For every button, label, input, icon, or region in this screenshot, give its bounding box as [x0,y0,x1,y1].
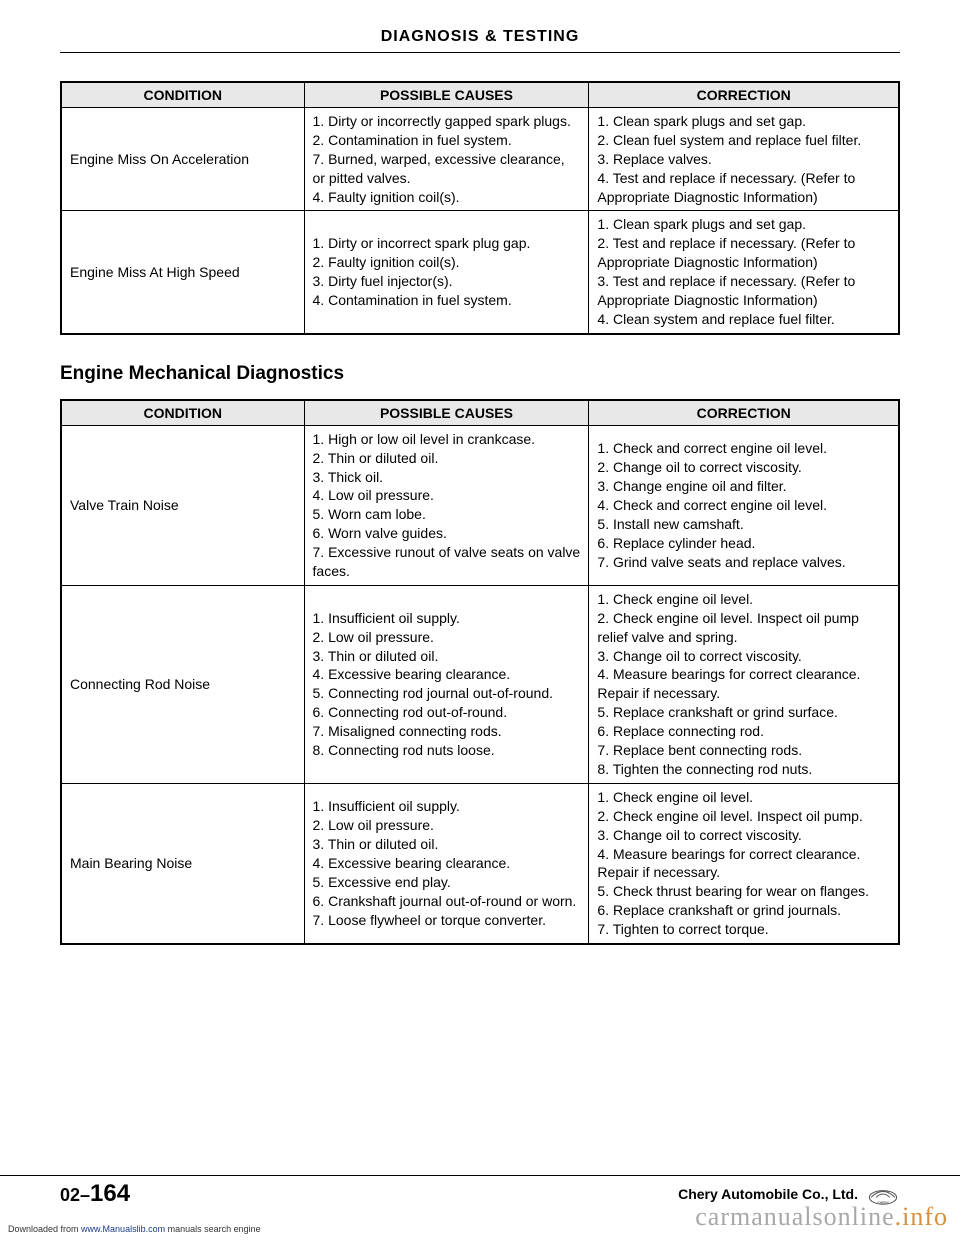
t2-col-causes: POSSIBLE CAUSES [304,400,589,426]
t2-col-condition: CONDITION [61,400,304,426]
table-row: Engine Miss On Acceleration 1. Dirty or … [61,108,899,211]
t1-col-causes: POSSIBLE CAUSES [304,82,589,108]
page-number: 02–164 [60,1180,130,1208]
t2-r0-condition: Valve Train Noise [61,425,304,585]
t1-col-correction: CORRECTION [589,82,899,108]
diagnosis-table-1: CONDITION POSSIBLE CAUSES CORRECTION Eng… [60,81,900,335]
note-suffix: manuals search engine [165,1224,261,1234]
table-row: Valve Train Noise 1. High or low oil lev… [61,425,899,585]
t1-r1-causes: 1. Dirty or incorrect spark plug gap.2. … [304,211,589,334]
manualslib-link[interactable]: www.Manualslib.com [81,1224,165,1234]
diagnosis-table-2: CONDITION POSSIBLE CAUSES CORRECTION Val… [60,399,900,945]
t2-r1-correction: 1. Check engine oil level.2. Check engin… [589,585,899,783]
t2-r2-causes: 1. Insufficient oil supply.2. Low oil pr… [304,783,589,944]
t2-r2-correction: 1. Check engine oil level.2. Check engin… [589,783,899,944]
t2-col-correction: CORRECTION [589,400,899,426]
t1-r0-causes: 1. Dirty or incorrectly gapped spark plu… [304,108,589,211]
page-prefix: 02– [60,1185,90,1205]
section-heading-2: Engine Mechanical Diagnostics [60,363,900,385]
download-note: Downloaded from www.Manualslib.com manua… [8,1224,261,1234]
t2-r2-condition: Main Bearing Noise [61,783,304,944]
watermark-orange: .info [895,1202,948,1231]
table-row: Main Bearing Noise 1. Insufficient oil s… [61,783,899,944]
table-row: Connecting Rod Noise 1. Insufficient oil… [61,585,899,783]
t2-r0-causes: 1. High or low oil level in crankcase.2.… [304,425,589,585]
t1-r1-correction: 1. Clean spark plugs and set gap.2. Test… [589,211,899,334]
t1-r0-condition: Engine Miss On Acceleration [61,108,304,211]
company-text: Chery Automobile Co., Ltd. [678,1186,858,1202]
t2-r0-correction: 1. Check and correct engine oil level.2.… [589,425,899,585]
table-row: Engine Miss At High Speed 1. Dirty or in… [61,211,899,334]
t1-r1-condition: Engine Miss At High Speed [61,211,304,334]
t2-r1-causes: 1. Insufficient oil supply.2. Low oil pr… [304,585,589,783]
note-prefix: Downloaded from [8,1224,81,1234]
t1-col-condition: CONDITION [61,82,304,108]
t1-r0-correction: 1. Clean spark plugs and set gap.2. Clea… [589,108,899,211]
page-header: DIAGNOSIS & TESTING [60,28,900,53]
watermark-gray: carmanualsonline [695,1202,894,1231]
page-num-value: 164 [90,1180,130,1207]
t2-r1-condition: Connecting Rod Noise [61,585,304,783]
watermark: carmanualsonline.info [695,1202,948,1232]
